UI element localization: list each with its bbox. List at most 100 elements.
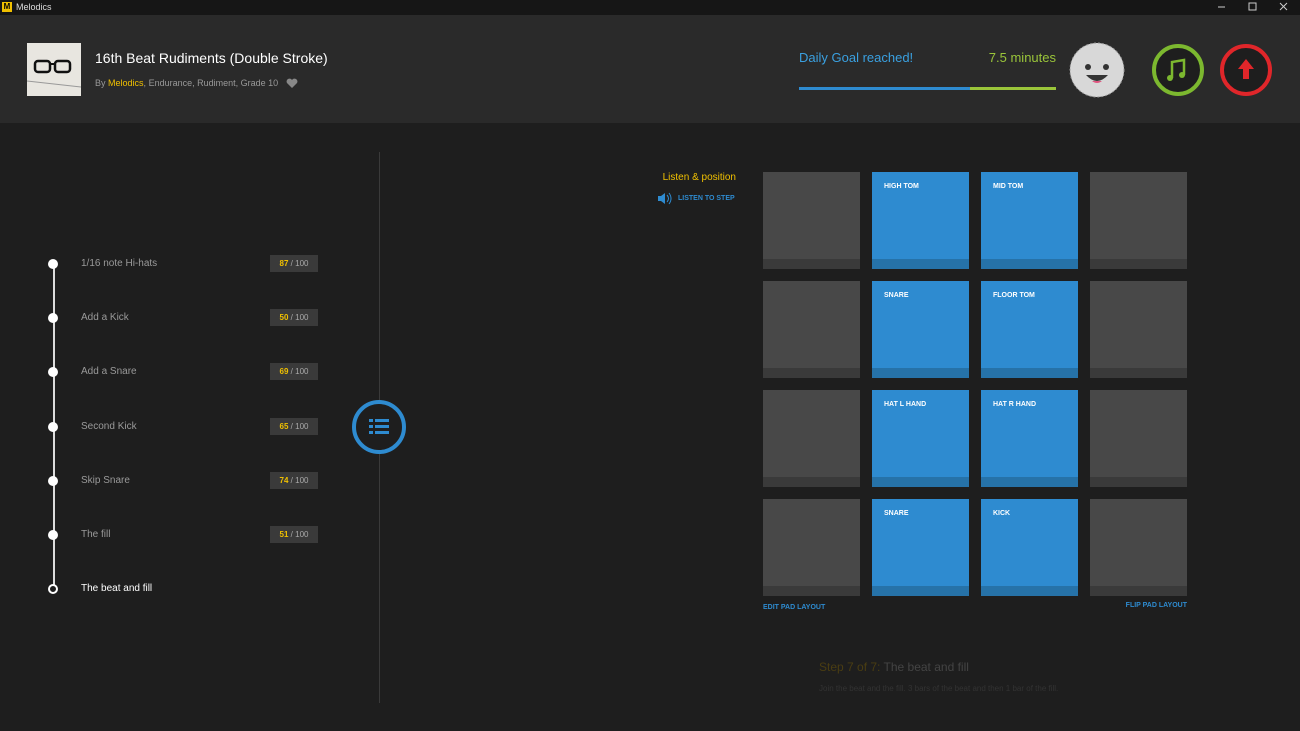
step-score: 87 / 100 (270, 255, 318, 272)
drum-pad[interactable]: MID TOM (981, 172, 1078, 269)
lesson-tags: Endurance, Rudiment, Grade 10 (148, 78, 279, 88)
pad-base (763, 586, 860, 596)
score-value: 69 (279, 367, 289, 377)
pad-label: MID TOM (993, 183, 1024, 190)
step-dot (48, 530, 58, 540)
score-max: / 100 (290, 259, 309, 268)
footer-description: Join the beat and the fill. 3 bars of th… (819, 684, 1059, 693)
pad-label: HIGH TOM (884, 183, 919, 190)
step-dot (48, 584, 58, 595)
step-label[interactable]: Add a Kick (81, 312, 129, 324)
step-list-button[interactable] (351, 399, 407, 455)
drum-pad[interactable]: KICK (981, 499, 1078, 596)
favorite-heart[interactable] (286, 78, 298, 89)
pad-base (981, 477, 1078, 487)
goal-minutes: 7.5 minutes (988, 50, 1056, 65)
lesson-title: 16th Beat Rudiments (Double Stroke) (95, 50, 328, 66)
step-score: 51 / 100 (270, 526, 318, 543)
score-max: / 100 (290, 313, 309, 323)
pad-base (872, 368, 969, 378)
empty-pad[interactable] (763, 172, 860, 269)
title-bar: M Melodics (0, 0, 1300, 15)
footer-step: Step 7 of 7: The beat and fill (819, 660, 969, 674)
goal-progress-extra (970, 87, 1056, 90)
step-dot (48, 475, 58, 486)
by-label: By (95, 78, 106, 88)
score-max: / 100 (290, 530, 309, 539)
drum-pad[interactable]: HAT L HAND (872, 390, 969, 487)
pad-base (1090, 477, 1187, 487)
empty-pad[interactable] (763, 499, 860, 596)
drum-pad[interactable]: HIGH TOM (872, 172, 969, 269)
pad-base (872, 477, 969, 487)
step-score: 65 / 100 (270, 417, 318, 435)
goal-progress (799, 87, 970, 90)
step-score: 74 / 100 (270, 471, 318, 489)
pad-label: SNARE (884, 292, 909, 299)
step-label[interactable]: Skip Snare (81, 474, 130, 486)
lesson-thumbnail (27, 43, 81, 96)
goal-status: Daily Goal reached! (799, 50, 914, 65)
empty-pad[interactable] (1090, 390, 1187, 487)
score-value: 51 (279, 530, 289, 539)
lesson-byline: By Melodics, Endurance, Rudiment, Grade … (95, 78, 279, 88)
pad-label: HAT R HAND (993, 401, 1037, 408)
score-value: 74 (279, 475, 289, 485)
pad-base (763, 477, 860, 487)
step-dot (48, 313, 58, 324)
pad-base (872, 259, 969, 269)
step-dot (48, 259, 58, 269)
pad-base (872, 586, 969, 596)
empty-pad[interactable] (763, 281, 860, 378)
speaker-icon[interactable] (657, 192, 673, 205)
score-value: 65 (279, 421, 289, 431)
flip-layout-button[interactable]: FLIP PAD LAYOUT (1125, 602, 1187, 609)
step-label[interactable]: 1/16 note Hi-hats (81, 258, 158, 269)
pad-base (763, 259, 860, 269)
score-max: / 100 (290, 367, 309, 377)
drum-pad[interactable]: SNARE (872, 281, 969, 378)
drum-pad[interactable]: SNARE (872, 499, 969, 596)
step-label[interactable]: Second Kick (81, 420, 137, 432)
avatar[interactable] (1068, 41, 1126, 99)
upgrade-button[interactable] (1218, 42, 1274, 98)
author-link[interactable]: Melodics (108, 78, 144, 88)
drum-pad[interactable]: FLOOR TOM (981, 281, 1078, 378)
songs-button[interactable] (1150, 42, 1206, 98)
pad-base (981, 259, 1078, 269)
empty-pad[interactable] (1090, 499, 1187, 596)
step-dot (48, 367, 58, 378)
app-icon: M (2, 2, 12, 12)
panel-heading: Listen & position (662, 172, 736, 183)
footer-step-number: Step 7 of 7: (819, 660, 881, 674)
score-max: / 100 (290, 475, 309, 485)
empty-pad[interactable] (1090, 172, 1187, 269)
listen-button[interactable]: LISTEN TO STEP (678, 195, 735, 202)
drum-pad[interactable]: HAT R HAND (981, 390, 1078, 487)
pad-base (1090, 586, 1187, 596)
step-label[interactable]: The fill (81, 529, 111, 540)
empty-pad[interactable] (763, 390, 860, 487)
footer-step-name: The beat and fill (883, 660, 969, 674)
header: 16th Beat Rudiments (Double Stroke) By M… (0, 15, 1300, 123)
score-max: / 100 (290, 421, 309, 431)
step-label[interactable]: The beat and fill (81, 583, 153, 595)
score-value: 87 (279, 259, 289, 268)
edit-layout-button[interactable]: EDIT PAD LAYOUT (763, 604, 826, 611)
pad-base (981, 368, 1078, 378)
step-score: 50 / 100 (270, 309, 318, 327)
pad-label: HAT L HAND (884, 401, 927, 408)
step-score: 69 / 100 (270, 363, 318, 381)
empty-pad[interactable] (1090, 281, 1187, 378)
step-label[interactable]: Add a Snare (81, 366, 137, 378)
window-title: Melodics (16, 2, 52, 12)
pad-base (1090, 259, 1187, 269)
pad-base (1090, 368, 1187, 378)
pad-label: SNARE (884, 510, 909, 517)
score-value: 50 (279, 313, 289, 323)
pad-base (981, 586, 1078, 596)
window-controls[interactable] (1210, 0, 1300, 15)
pad-base (763, 368, 860, 378)
pad-label: KICK (993, 510, 1011, 517)
